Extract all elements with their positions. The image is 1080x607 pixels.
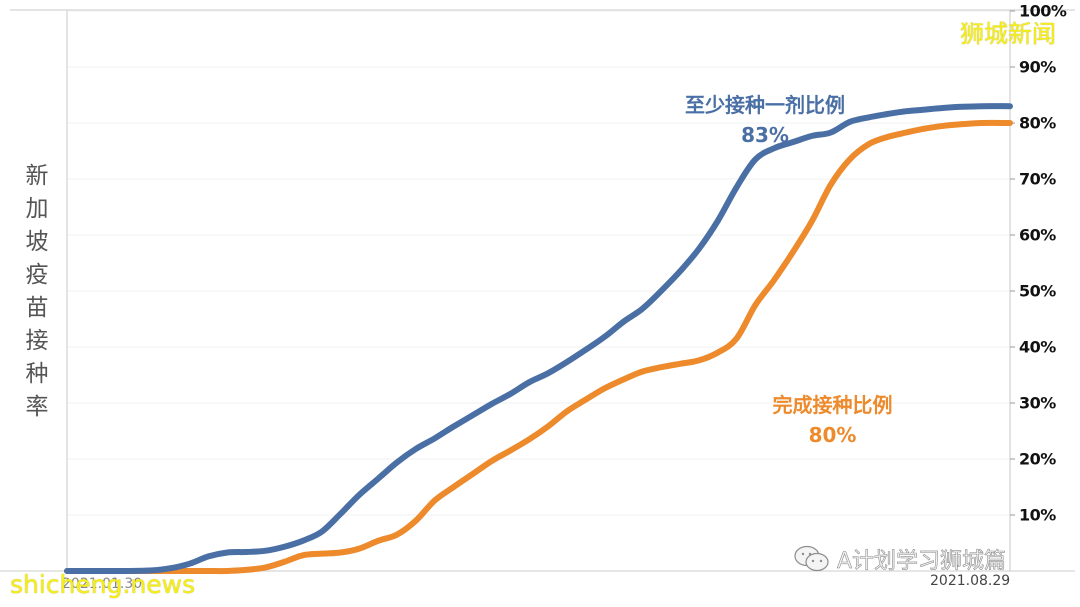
watermark-top-right: 狮城新闻 <box>960 20 1056 48</box>
wechat-icon <box>794 545 829 572</box>
y-axis-title: 新加坡疫苗接种率 <box>22 160 52 424</box>
y-axis-title-char: 加 <box>25 196 49 222</box>
x-start-label: 2021.01.30 <box>62 576 143 592</box>
y-tick-label: 90% <box>1019 57 1056 77</box>
y-tick-label: 70% <box>1019 169 1056 189</box>
y-axis-title-char: 疫 <box>25 262 49 288</box>
y-axis-title-char: 种 <box>25 361 49 387</box>
annotation-fully-vaccinated: 完成接种比例 80% <box>755 390 910 450</box>
y-tick-label: 50% <box>1019 281 1056 301</box>
y-tick-label: 100% <box>1019 1 1067 21</box>
y-axis-title-char: 坡 <box>25 229 49 255</box>
gridlines <box>67 10 1010 516</box>
annotation-title: 至少接种一剂比例 <box>685 93 845 117</box>
y-axis-title-char: 接 <box>25 328 49 354</box>
wechat-watermark: A计划学习狮城篇 <box>793 543 1006 575</box>
annotation-value: 83% <box>741 123 789 147</box>
watermark-bottom-left: shicheng.news <box>10 570 196 599</box>
y-tick-label: 40% <box>1019 337 1056 357</box>
y-tick-label: 80% <box>1019 113 1056 133</box>
y-tick-label: 30% <box>1019 393 1056 413</box>
series-fully-vaccinated-line <box>64 119 1013 575</box>
y-tick-label: 60% <box>1019 225 1056 245</box>
y-axis-title-char: 新 <box>25 163 49 189</box>
y-tick-label: 10% <box>1019 505 1056 525</box>
annotation-title: 完成接种比例 <box>772 393 893 417</box>
x-end-label: 2021.08.29 <box>930 573 1011 589</box>
wechat-watermark-text: A计划学习狮城篇 <box>837 549 1007 575</box>
y-tick-label: 20% <box>1019 449 1056 469</box>
y-axis-title-char: 率 <box>25 394 49 420</box>
y-axis-title-char: 苗 <box>25 295 49 321</box>
annotation-value: 80% <box>808 423 857 447</box>
annotation-at-least-one-dose: 至少接种一剂比例 83% <box>660 90 870 150</box>
series-at-least-one-dose-line <box>64 103 1013 575</box>
